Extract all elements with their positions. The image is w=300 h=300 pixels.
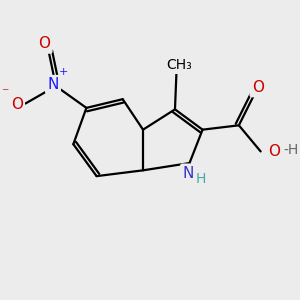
Text: -H: -H [284, 143, 299, 157]
Text: +: + [58, 67, 68, 77]
Text: O: O [252, 80, 264, 95]
Text: ⁻: ⁻ [1, 86, 8, 100]
Text: O: O [11, 98, 23, 112]
Text: O: O [268, 144, 280, 159]
Text: N: N [47, 77, 59, 92]
Text: CH₃: CH₃ [167, 58, 192, 72]
Text: H: H [195, 172, 206, 186]
Text: O: O [38, 37, 50, 52]
Text: N: N [182, 166, 194, 181]
